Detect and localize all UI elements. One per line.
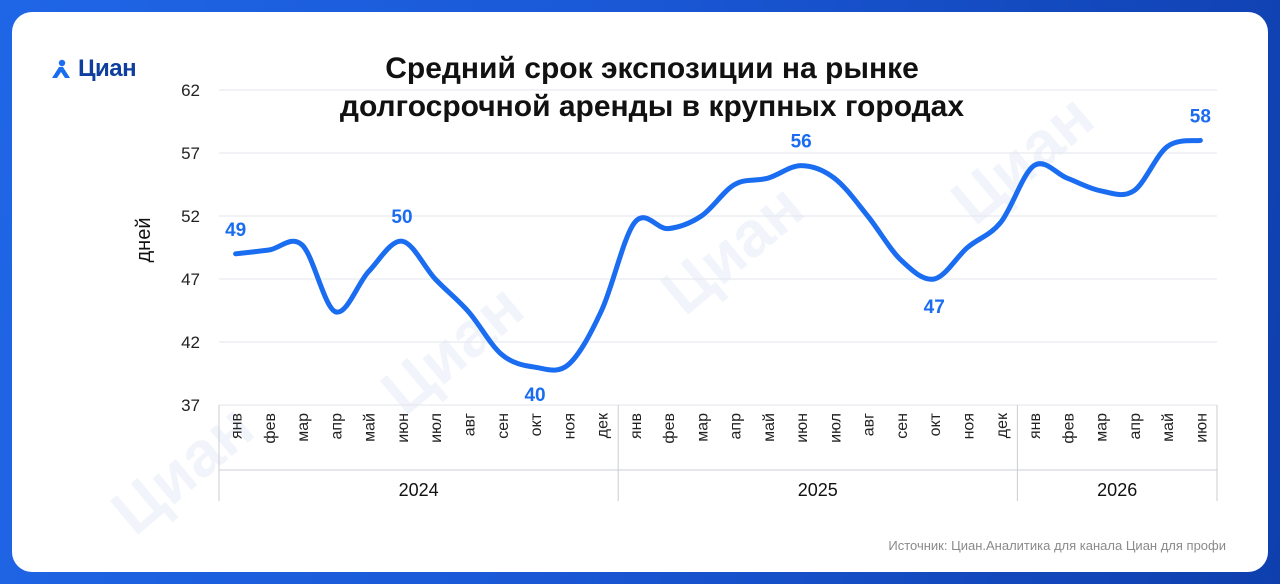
y-tick-label: 62 <box>181 81 200 100</box>
x-tick-label: ноя <box>561 413 578 439</box>
x-tick-label: апр <box>728 413 745 440</box>
brand-logo: Циан <box>50 54 137 84</box>
x-tick-label: апр <box>328 413 345 440</box>
x-tick-label: июн <box>794 413 811 443</box>
y-tick-label: 57 <box>181 144 200 163</box>
x-tick-label: авг <box>462 413 479 436</box>
data-label: 40 <box>524 385 545 406</box>
year-label: 2024 <box>399 480 439 500</box>
x-tick-label: фев <box>1060 413 1077 444</box>
x-tick-label: янв <box>628 413 645 439</box>
x-tick-label: июл <box>428 413 445 443</box>
data-label: 58 <box>1190 106 1211 127</box>
chart-card: Циан Циан Циан Циан Циан Средний срок эк… <box>12 12 1268 572</box>
x-tick-label: фев <box>262 413 279 444</box>
brand-name: Циан <box>78 55 137 82</box>
x-tick-label: апр <box>1127 413 1144 440</box>
x-tick-label: ноя <box>961 413 978 439</box>
chart-title-line: долгосрочной аренды в крупных городах <box>339 90 965 123</box>
x-tick-label: мар <box>295 413 312 442</box>
x-tick-label: мар <box>694 413 711 442</box>
cian-logo-icon <box>52 59 70 78</box>
x-tick-label: сен <box>495 413 512 439</box>
x-tick-label: авг <box>861 413 878 436</box>
series-line <box>233 137 1203 373</box>
y-tick-label: 52 <box>181 207 200 226</box>
x-tick-label: июн <box>395 413 412 443</box>
data-label: 56 <box>791 132 812 153</box>
x-tick-label: сен <box>894 413 911 439</box>
x-tick-label: дек <box>994 412 1011 438</box>
data-label: 47 <box>924 297 945 318</box>
y-tick-label: 47 <box>181 270 200 289</box>
x-tick-label: окт <box>528 412 545 436</box>
x-tick-label: янв <box>1027 413 1044 439</box>
y-tick-label: 37 <box>181 396 200 415</box>
x-tick-label: окт <box>927 412 944 436</box>
chart-title: Средний срок экспозиции на рынке долгоср… <box>282 50 1022 126</box>
x-tick-label: май <box>761 413 778 442</box>
x-tick-label: дек <box>595 412 612 438</box>
chart-title-line: Средний срок экспозиции на рынке <box>385 52 919 85</box>
x-tick-label: мар <box>1094 413 1111 442</box>
year-label: 2026 <box>1097 480 1137 500</box>
x-tick-label: июл <box>827 413 844 443</box>
y-axis-label: дней <box>133 217 155 262</box>
year-label: 2025 <box>798 480 838 500</box>
data-label: 49 <box>225 220 246 241</box>
x-tick-label: май <box>362 413 379 442</box>
x-tick-label: июн <box>1193 413 1210 443</box>
y-tick-label: 42 <box>181 333 200 352</box>
x-tick-label: янв <box>229 413 246 439</box>
data-label: 50 <box>391 207 412 228</box>
x-tick-label: фев <box>661 413 678 444</box>
x-tick-label: май <box>1160 413 1177 442</box>
source-note: Источник: Циан.Аналитика для канала Циан… <box>888 538 1226 553</box>
